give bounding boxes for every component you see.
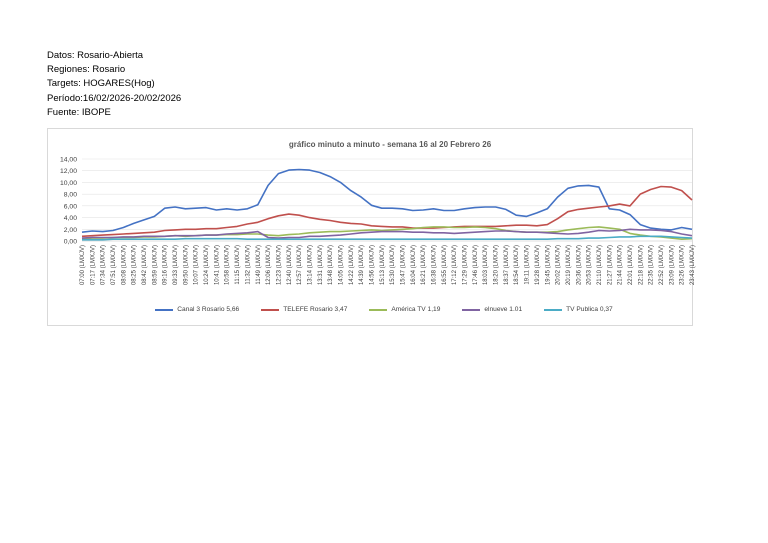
x-tick-label: 17:12 (LMXJV) bbox=[452, 245, 458, 285]
x-tick-label: 21:27 (LMXJV) bbox=[607, 245, 613, 285]
x-tick-label: 20:19 (LMXJV) bbox=[566, 245, 572, 285]
series-line-0 bbox=[81, 168, 693, 233]
x-tick-label: 22:35 (LMXJV) bbox=[649, 245, 655, 285]
legend-item-0: Canal 3 Rosario 5,66 bbox=[155, 306, 239, 313]
legend-swatch bbox=[462, 308, 481, 311]
y-tick-label: 14,00 bbox=[60, 157, 77, 164]
x-tick-label: 08:59 (LMXJV) bbox=[152, 245, 158, 285]
legend-swatch bbox=[155, 308, 174, 311]
chart-area bbox=[47, 128, 693, 326]
legend-label: TV Publica 0,37 bbox=[566, 306, 613, 313]
x-tick-label: 22:18 (LMXJV) bbox=[638, 245, 644, 285]
meta-targets: Targets: HOGARES(Hog) bbox=[47, 78, 155, 90]
y-tick-label: 2,00 bbox=[64, 227, 77, 234]
x-tick-label: 19:45 (LMXJV) bbox=[545, 245, 551, 285]
x-tick-label: 10:07 (LMXJV) bbox=[194, 245, 200, 285]
x-tick-label: 14:39 (LMXJV) bbox=[359, 245, 365, 285]
series-line-4 bbox=[82, 235, 693, 241]
legend-item-4: TV Publica 0,37 bbox=[544, 306, 613, 313]
x-tick-label: 09:50 (LMXJV) bbox=[183, 245, 189, 285]
x-tick-label: 17:29 (LMXJV) bbox=[463, 245, 469, 285]
y-tick-label: 10,00 bbox=[60, 180, 77, 187]
y-tick-label: 6,00 bbox=[64, 203, 77, 210]
x-tick-label: 10:41 (LMXJV) bbox=[214, 245, 220, 285]
x-tick-label: 12:06 (LMXJV) bbox=[266, 245, 272, 285]
x-tick-label: 16:55 (LMXJV) bbox=[442, 245, 448, 285]
report-metadata: Datos: Rosario-Abierta Regiones: Rosario… bbox=[47, 49, 181, 120]
chart-title: gráfico minuto a minuto - semana 16 al 2… bbox=[289, 140, 492, 149]
series-line-1 bbox=[81, 185, 693, 238]
x-tick-label: 14:22 (LMXJV) bbox=[349, 245, 355, 285]
x-tick-label: 23:26 (LMXJV) bbox=[680, 245, 686, 285]
meta-fuente: Fuente: IBOPE bbox=[47, 106, 111, 118]
x-tick-label: 15:47 (LMXJV) bbox=[401, 245, 407, 285]
legend-item-1: TELEFE Rosario 3,47 bbox=[261, 306, 347, 313]
x-tick-label: 09:33 (LMXJV) bbox=[173, 245, 179, 285]
x-tick-label: 21:10 (LMXJV) bbox=[597, 245, 603, 285]
x-tick-label: 11:32 (LMXJV) bbox=[245, 245, 251, 285]
x-tick-label: 16:21 (LMXJV) bbox=[421, 245, 427, 285]
x-tick-label: 18:54 (LMXJV) bbox=[514, 245, 520, 285]
x-tick-label: 20:02 (LMXJV) bbox=[556, 245, 562, 285]
meta-datos: Datos: Rosario-Abierta bbox=[47, 50, 144, 61]
chart-legend: Canal 3 Rosario 5,66 TELEFE Rosario 3,47 A… bbox=[0, 306, 768, 313]
x-tick-label: 11:49 (LMXJV) bbox=[256, 245, 262, 285]
x-tick-label: 20:53 (LMXJV) bbox=[587, 245, 593, 285]
x-tick-label: 09:16 (LMXJV) bbox=[163, 245, 169, 285]
x-tick-label: 07:17 (LMXJV) bbox=[90, 245, 96, 285]
x-tick-label: 16:04 (LMXJV) bbox=[411, 245, 417, 285]
x-tick-label: 18:37 (LMXJV) bbox=[504, 245, 510, 285]
x-tick-label: 07:00 (LMXJV) bbox=[80, 245, 86, 285]
legend-label: elnueve 1.01 bbox=[484, 306, 523, 313]
x-tick-label: 15:13 (LMXJV) bbox=[380, 245, 386, 285]
meta-periodo: Período:16/02/2026-20/02/2026 bbox=[47, 92, 182, 104]
x-tick-label: 20:36 (LMXJV) bbox=[576, 245, 582, 285]
series-line-3 bbox=[81, 228, 693, 239]
x-tick-label: 08:42 (LMXJV) bbox=[142, 245, 148, 285]
x-tick-label: 13:14 (LMXJV) bbox=[307, 245, 313, 285]
x-tick-label: 13:48 (LMXJV) bbox=[328, 245, 334, 285]
x-tick-label: 12:57 (LMXJV) bbox=[297, 245, 303, 285]
x-tick-label: 21:44 (LMXJV) bbox=[618, 245, 624, 285]
x-tick-label: 10:58 (LMXJV) bbox=[225, 245, 231, 285]
legend-swatch bbox=[544, 308, 563, 311]
legend-item-2: América TV 1,19 bbox=[369, 306, 440, 313]
x-tick-label: 23:09 (LMXJV) bbox=[669, 245, 675, 285]
y-tick-label: 12,00 bbox=[60, 168, 77, 175]
x-tick-label: 11:15 (LMXJV) bbox=[235, 245, 241, 285]
legend-swatch bbox=[261, 308, 280, 311]
legend-label: América TV 1,19 bbox=[391, 306, 441, 313]
x-tick-label: 23:43 (LMXJV) bbox=[690, 245, 696, 285]
x-tick-label: 10:24 (LMXJV) bbox=[204, 245, 210, 285]
x-tick-label: 13:31 (LMXJV) bbox=[318, 245, 324, 285]
legend-swatch bbox=[369, 308, 388, 311]
x-tick-label: 14:05 (LMXJV) bbox=[338, 245, 344, 285]
x-tick-label: 07:51 (LMXJV) bbox=[111, 245, 117, 285]
x-tick-label: 08:25 (LMXJV) bbox=[132, 245, 138, 285]
x-tick-label: 22:01 (LMXJV) bbox=[628, 245, 634, 285]
legend-label: Canal 3 Rosario 5,66 bbox=[177, 306, 240, 313]
x-tick-label: 15:30 (LMXJV) bbox=[390, 245, 396, 285]
x-tick-label: 22:52 (LMXJV) bbox=[659, 245, 665, 285]
x-tick-label: 17:46 (LMXJV) bbox=[473, 245, 479, 285]
y-tick-label: 8,00 bbox=[64, 192, 77, 199]
x-tick-label: 08:08 (LMXJV) bbox=[121, 245, 127, 285]
x-tick-label: 14:56 (LMXJV) bbox=[369, 245, 375, 285]
x-tick-label: 18:03 (LMXJV) bbox=[483, 245, 489, 285]
y-tick-label: 4,00 bbox=[64, 215, 77, 222]
x-tick-label: 19:28 (LMXJV) bbox=[535, 245, 541, 285]
x-tick-label: 12:40 (LMXJV) bbox=[287, 245, 293, 285]
legend-item-3: elnueve 1.01 bbox=[462, 306, 522, 313]
y-tick-label: 0,00 bbox=[64, 239, 77, 246]
x-tick-label: 12:23 (LMXJV) bbox=[276, 245, 282, 285]
x-tick-label: 19:11 (LMXJV) bbox=[525, 245, 531, 285]
x-tick-label: 07:34 (LMXJV) bbox=[101, 245, 107, 285]
meta-regiones: Regiones: Rosario bbox=[47, 64, 126, 76]
legend-label: TELEFE Rosario 3,47 bbox=[283, 306, 348, 313]
x-tick-label: 18:20 (LMXJV) bbox=[494, 245, 500, 285]
x-tick-label: 16:38 (LMXJV) bbox=[432, 245, 438, 285]
